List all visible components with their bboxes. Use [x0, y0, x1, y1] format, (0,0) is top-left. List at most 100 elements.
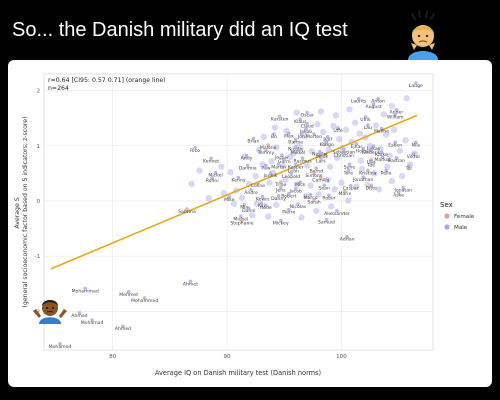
data-point	[396, 147, 404, 154]
data-point	[296, 148, 300, 152]
point-label: Ejnar	[350, 144, 362, 150]
point-label: Morten	[306, 134, 322, 140]
data-point	[380, 155, 385, 160]
data-point	[341, 147, 346, 152]
point-label: Mads	[316, 154, 329, 160]
point-label: Max	[284, 133, 294, 139]
data-point	[371, 144, 376, 148]
data-point	[291, 166, 296, 171]
point-label: Ditte	[366, 185, 377, 191]
grid-lines	[44, 74, 433, 350]
annotation-correlation: r=0.64 [CI95: 0.57 0.71] (orange line)	[48, 77, 166, 84]
point-label: Robin	[322, 195, 335, 201]
legend-title: Sex	[440, 201, 453, 209]
data-point	[126, 290, 131, 294]
point-label: Mallhe	[374, 129, 389, 135]
data-point	[83, 286, 87, 291]
y-tick-label: 1	[36, 144, 40, 150]
data-point	[210, 176, 214, 180]
data-point	[265, 213, 272, 220]
point-label: Nicolas	[290, 204, 307, 210]
point-label: Anton	[371, 99, 385, 105]
data-point	[287, 191, 291, 196]
point-label: Camilla	[312, 178, 329, 184]
data-point	[403, 95, 410, 102]
legend-swatch-female	[444, 213, 450, 219]
point-label: Jesper	[274, 155, 289, 161]
point-label: Kasper	[288, 164, 304, 170]
data-point	[324, 139, 329, 144]
data-point	[353, 183, 360, 190]
point-label: Paw	[261, 165, 270, 171]
x-tick-label: 80	[109, 354, 117, 360]
plot-panel	[43, 73, 434, 351]
point-label: Kongo	[319, 142, 333, 148]
point-label: Leopold	[282, 174, 300, 180]
data-point	[298, 214, 305, 221]
data-point	[361, 146, 366, 151]
data-point	[319, 175, 323, 180]
data-point	[379, 126, 384, 131]
data-point	[384, 163, 391, 170]
data-point	[188, 180, 195, 188]
data-point	[256, 181, 260, 185]
point-label: Tue	[366, 163, 375, 169]
point-label: Ulrik	[360, 117, 371, 123]
data-point	[304, 127, 308, 131]
data-point	[324, 176, 331, 184]
point-label: Danmie	[239, 165, 257, 171]
point-label: Claud	[301, 124, 314, 130]
fit-line	[50, 114, 418, 270]
data-point	[376, 96, 380, 101]
data-point	[264, 148, 268, 152]
data-point	[266, 143, 271, 147]
point-label: Karke	[375, 152, 388, 158]
data-point	[320, 152, 324, 156]
data-point	[282, 176, 289, 184]
data-point	[303, 162, 311, 169]
point-label: Andy	[241, 156, 253, 162]
legend-swatch-male	[444, 224, 450, 230]
data-point	[289, 171, 293, 176]
data-point	[388, 177, 396, 185]
point-label: Tommy	[257, 150, 275, 156]
point-label: Rico	[190, 148, 200, 154]
data-point	[264, 163, 268, 168]
data-point	[188, 279, 193, 284]
data-point	[242, 202, 247, 207]
data-point	[253, 200, 261, 207]
point-label: Simone	[305, 173, 322, 179]
data-point	[305, 121, 309, 126]
data-point	[414, 81, 418, 86]
data-point	[196, 167, 203, 174]
data-point	[325, 134, 330, 139]
data-point	[312, 132, 316, 136]
point-label: Brian	[247, 138, 259, 144]
data-point	[58, 341, 62, 346]
data-point	[411, 152, 416, 156]
data-point	[407, 164, 411, 168]
data-point	[361, 175, 366, 179]
data-point	[356, 130, 363, 137]
point-label: Kaj	[258, 203, 265, 209]
point-label: Nils	[412, 142, 421, 148]
data-point	[372, 122, 379, 129]
data-point	[259, 201, 264, 205]
data-point	[336, 126, 340, 130]
data-point	[348, 183, 353, 188]
point-label: Oscar	[301, 113, 314, 119]
point-label: Martin	[271, 164, 286, 170]
data-point	[299, 132, 304, 136]
point-label: Andre	[244, 190, 258, 196]
point-label: Mike	[224, 197, 235, 203]
point-label: Markus	[374, 157, 391, 163]
point-label: Jon	[297, 134, 305, 140]
data-point	[273, 201, 280, 209]
data-point	[376, 186, 383, 193]
data-point	[308, 192, 313, 197]
data-point	[346, 168, 351, 173]
point-label: Bjørne	[288, 140, 303, 146]
point-label: Pierre	[282, 210, 295, 216]
